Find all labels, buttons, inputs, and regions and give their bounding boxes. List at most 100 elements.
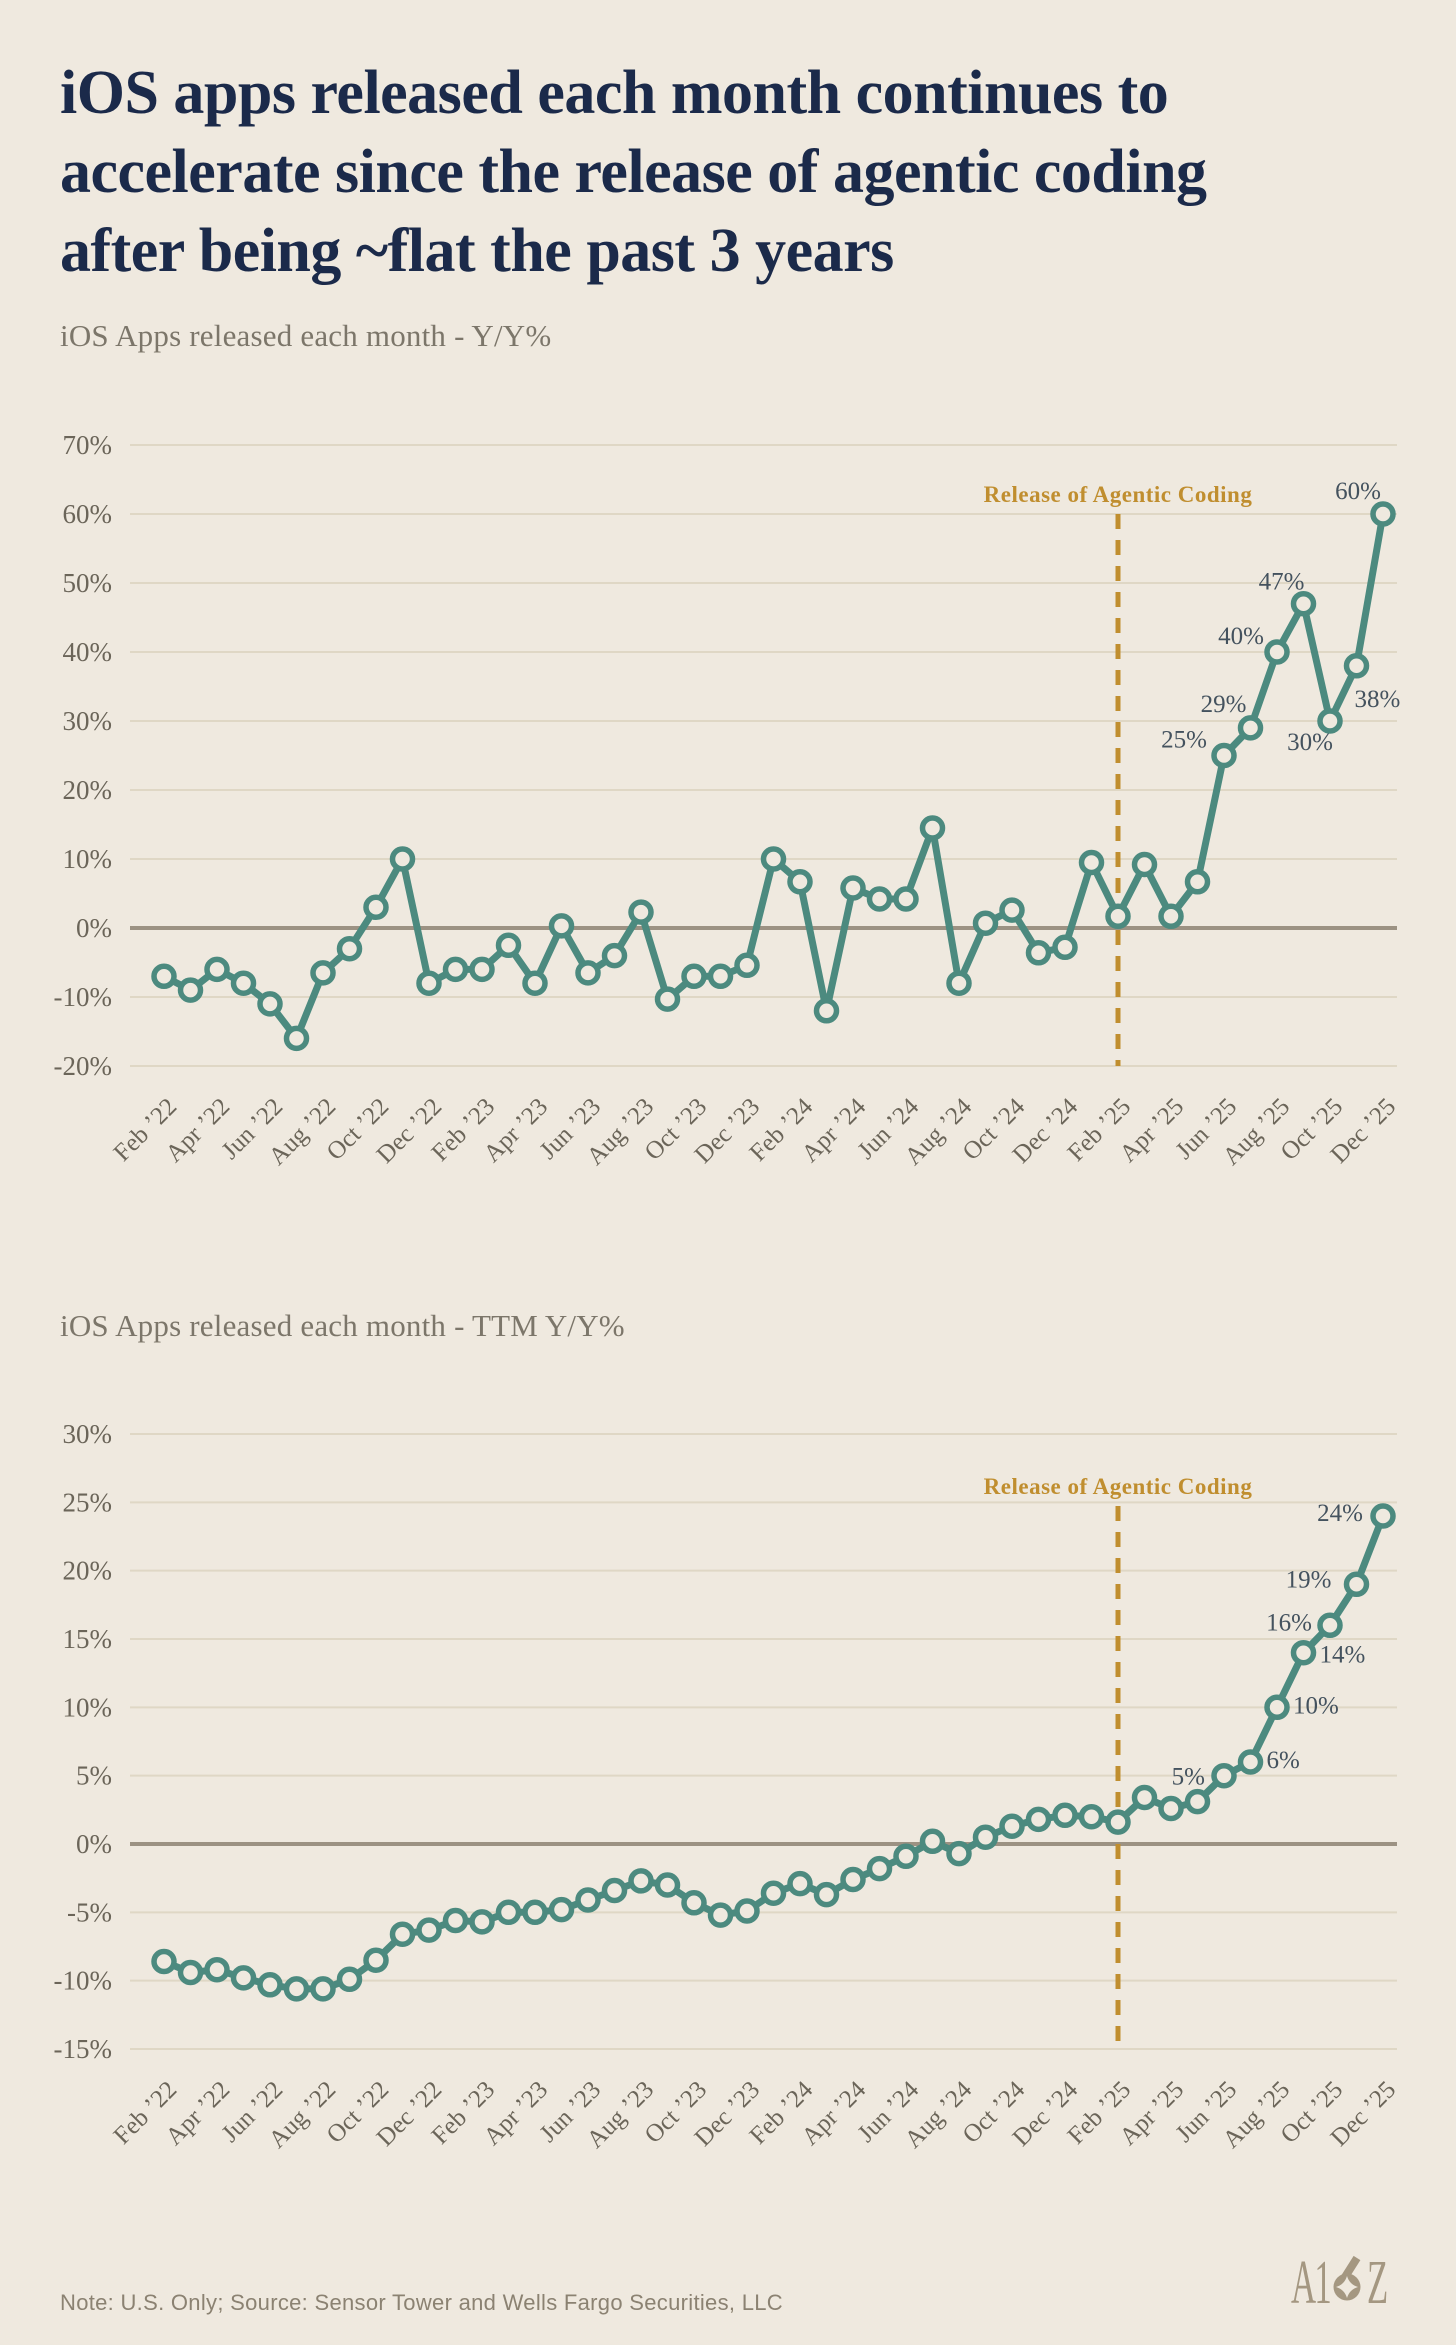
data-point-marker [654, 986, 681, 1012]
data-point-marker [1290, 1639, 1317, 1666]
y-tick-label: 0% [76, 913, 112, 943]
page-title: iOS apps released each month continues t… [60, 54, 1400, 291]
page-title-line-3: after being ~flat the past 3 years [60, 217, 894, 285]
data-point-marker [1237, 1749, 1264, 1775]
data-point-marker [283, 1976, 310, 2002]
data-point-marker [946, 970, 972, 996]
data-point-marker [522, 970, 548, 996]
data-point-marker [1184, 869, 1211, 895]
y-tick-label: 10% [63, 844, 113, 874]
data-point-label: 40% [1218, 623, 1264, 650]
data-point-marker [151, 963, 177, 990]
data-point-label: 24% [1317, 1500, 1363, 1527]
data-point-marker [999, 1813, 1025, 1839]
y-tick-label: 25% [63, 1487, 113, 1517]
data-point-marker [1052, 934, 1078, 961]
page-title-line-1: iOS apps released each month continues t… [60, 59, 1169, 127]
data-point-marker [1131, 851, 1158, 878]
data-point-marker [787, 869, 813, 895]
data-point-marker [1317, 708, 1343, 734]
data-point-marker [1370, 501, 1396, 527]
data-point-marker [787, 1870, 813, 1897]
data-point-marker [813, 998, 840, 1024]
data-point-marker [893, 886, 919, 912]
data-point-marker [1317, 1612, 1343, 1639]
y-tick-label: -15% [54, 2034, 112, 2064]
data-points-group [151, 501, 1396, 1052]
data-point-marker [575, 1887, 601, 1913]
data-point-marker [628, 899, 654, 925]
y-tick-label: 10% [63, 1692, 113, 1722]
y-tick-label: 50% [63, 568, 113, 598]
footer-note: Note: U.S. Only; Source: Sensor Tower an… [60, 2290, 783, 2315]
data-point-marker [707, 1902, 734, 1928]
data-point-label: 5% [1172, 1764, 1205, 1791]
data-point-label: 30% [1287, 729, 1333, 756]
data-point-marker [1264, 639, 1290, 665]
data-point-marker [681, 1890, 707, 1916]
y-tick-label: -20% [54, 1051, 112, 1081]
data-point-label: 47% [1259, 569, 1305, 596]
data-point-marker [813, 1881, 840, 1908]
data-point-marker [177, 977, 204, 1003]
y-tick-label: 15% [63, 1624, 113, 1654]
data-point-marker [1078, 1803, 1105, 1830]
data-point-marker [230, 1965, 257, 1991]
data-points-group [151, 1503, 1396, 2002]
y-tick-label: 70% [63, 430, 113, 460]
logo-letters-a1: A1 [1291, 2252, 1330, 2310]
data-point-label: 38% [1355, 686, 1401, 713]
a16z-logo: A1 Z [1291, 2252, 1388, 2310]
line-chart-yoy: 70% 60% 50% 40% 30% 20% 10% 0% -10% -20% Feb ’22Ap… [54, 430, 1402, 1171]
data-point-marker [363, 894, 389, 921]
data-point-marker [893, 1843, 919, 1870]
data-point-marker [1264, 1694, 1290, 1721]
data-point-marker [972, 1824, 999, 1850]
data-point-marker [734, 1898, 760, 1924]
data-line [160, 1512, 1387, 1993]
data-point-marker [204, 1956, 230, 1983]
data-point-marker [999, 897, 1025, 923]
data-point-marker [230, 970, 257, 996]
data-point-marker [336, 1966, 363, 1993]
data-point-marker [1025, 1806, 1052, 1833]
data-point-marker [1158, 1795, 1184, 1822]
y-tick-label: 30% [63, 1419, 113, 1449]
data-point-marker [442, 956, 469, 983]
data-point-marker [919, 815, 946, 841]
y-tick-label: 60% [63, 499, 113, 529]
data-point-marker [1025, 940, 1052, 966]
line-chart-ttm: 30% 25% 20% 15% 10% 5% 0% -5% -10% -15% Feb ’22Apr… [54, 1419, 1402, 2154]
data-point-marker [389, 846, 416, 872]
logo-six-star-icon [1336, 2276, 1358, 2298]
agentic-coding-annotation-label: Release of Agentic Coding [984, 1474, 1253, 1499]
data-point-marker [760, 846, 787, 872]
data-point-marker [1211, 1762, 1237, 1789]
data-point-marker [389, 1921, 416, 1947]
data-point-marker [840, 1866, 866, 1893]
data-point-label: 16% [1266, 1609, 1312, 1636]
agentic-coding-annotation-label: Release of Agentic Coding [984, 482, 1253, 507]
data-point-marker [204, 956, 230, 983]
data-point-marker [283, 1025, 310, 1052]
y-tick-label: 30% [63, 706, 113, 736]
data-point-marker [1078, 849, 1105, 876]
data-point-marker [548, 1896, 575, 1923]
point-labels-group: 25% 29% 40% 47% 30% 38% 60% [1161, 478, 1400, 756]
data-point-marker [469, 1909, 495, 1935]
chart-subtitle-ttm: iOS Apps released each month - TTM Y/Y% [60, 1308, 625, 1343]
data-point-marker [575, 960, 601, 986]
data-point-marker [1158, 903, 1184, 930]
y-tick-label: -5% [67, 1897, 112, 1927]
data-point-marker [1105, 1809, 1131, 1835]
y-tick-label: 40% [63, 637, 113, 667]
data-point-marker [469, 956, 495, 983]
data-point-label: 29% [1201, 691, 1247, 718]
y-axis-labels-group: 30% 25% 20% 15% 10% 5% 0% -5% -10% -15% [54, 1419, 112, 2064]
chart-subtitle-yoy: iOS Apps released each month - Y/Y% [60, 318, 552, 353]
data-point-marker [628, 1868, 654, 1894]
gridlines-group [130, 444, 1397, 1067]
data-point-marker [1184, 1788, 1211, 1815]
